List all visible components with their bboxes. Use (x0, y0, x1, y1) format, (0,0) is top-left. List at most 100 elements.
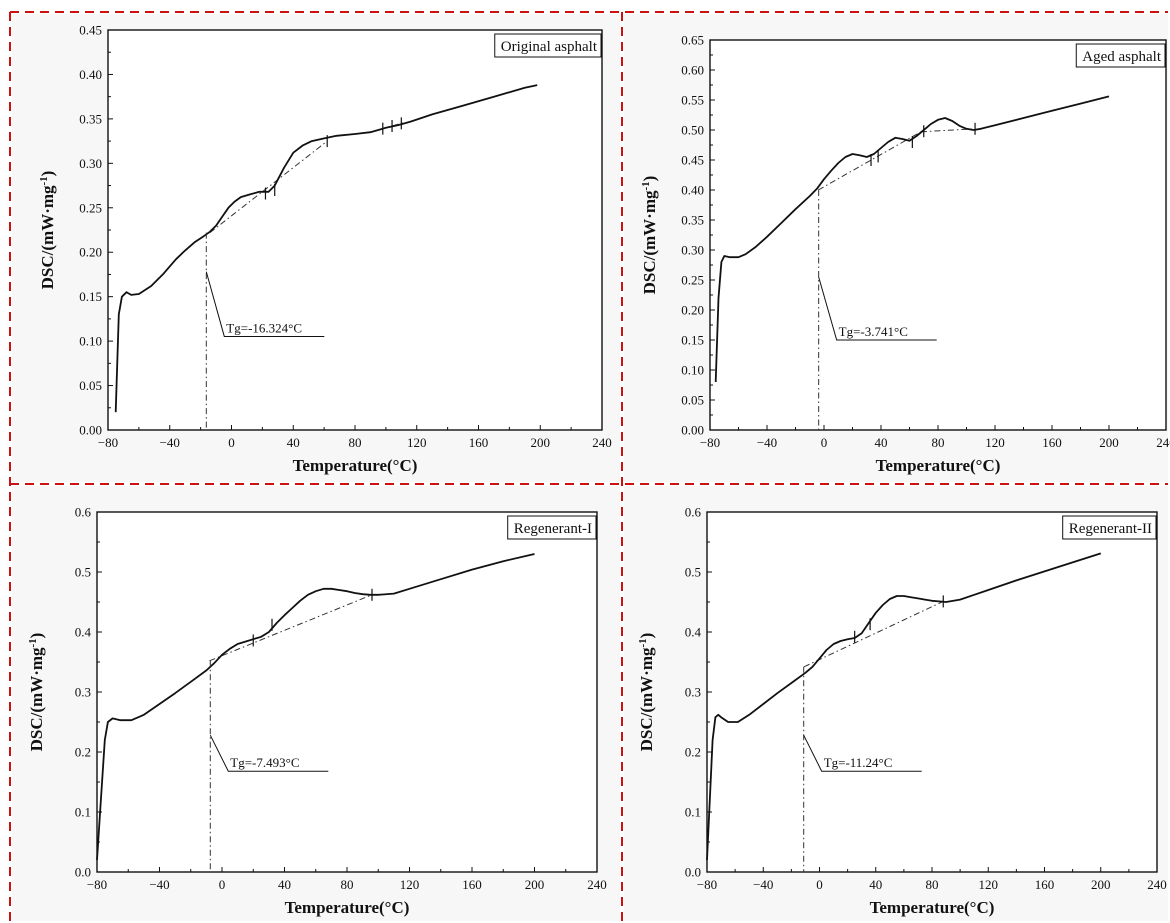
legend: Regenerant-II (1062, 515, 1157, 540)
y-tick-label: 0.20 (681, 303, 704, 318)
legend-box (1062, 515, 1157, 540)
chart-panel-3: −80 −40 0 40 80 120 160 200 240 0.0 0.1 0.2 0.3 0.4 0.… (12, 486, 620, 921)
tg-leader-line (803, 734, 922, 772)
chart-panel-2: −80 −40 0 40 80 120 160 200 240 0.00 0.05 0.10 0.15 0… (624, 14, 1170, 482)
x-tick-label: 120 (407, 435, 427, 450)
dsc-curve (714, 95, 1110, 383)
x-tick-label: −40 (149, 877, 169, 892)
dsc-curve (706, 552, 1102, 861)
y-axis-title: DSC/(mW·mg-1) (38, 171, 57, 290)
x-tick-label: 120 (979, 877, 999, 892)
dsc-curve (96, 553, 535, 861)
y-tick-label: 0.30 (681, 243, 704, 258)
x-tick-label: 200 (1091, 877, 1111, 892)
y-axis-title: DSC/(mW·mg-1) (27, 633, 46, 752)
y-axis-title-main: DSC/(mW·mg (38, 185, 57, 289)
tangent-line (803, 600, 944, 668)
y-tick-label: 0.2 (685, 745, 701, 760)
y-tick-label: 0.20 (79, 245, 102, 260)
y-tick-label: 0.25 (681, 273, 704, 288)
y-axis-title-close: ) (38, 171, 57, 177)
legend: Original asphalt (494, 33, 602, 58)
x-tick-label: 240 (1147, 877, 1167, 892)
x-tick-label: 80 (349, 435, 362, 450)
x-axis-title: Temperature(°C) (285, 898, 410, 917)
tangent-line (818, 131, 922, 191)
tg-leader-line (209, 734, 329, 772)
x-tick-label: 0 (821, 435, 828, 450)
x-tick-label: 40 (869, 877, 882, 892)
y-axis-title-exponent: -1 (27, 638, 39, 647)
tg-label: Tg=-11.24°C (824, 755, 893, 770)
y-axis-title-close: ) (637, 633, 656, 639)
x-tick-label: 40 (875, 435, 888, 450)
y-tick-label: 0.0 (75, 865, 91, 880)
legend-label: Regenerant-II (1069, 521, 1152, 537)
x-tick-label: 240 (1156, 435, 1170, 450)
x-tick-label: 200 (525, 877, 545, 892)
y-tick-label: 0.00 (681, 423, 704, 438)
plot-frame (107, 29, 603, 431)
dsc-curve (114, 84, 538, 413)
y-axis-title-exponent: -1 (38, 176, 50, 185)
x-tick-label: −40 (753, 877, 773, 892)
chart-panels: −80 −40 0 40 80 120 160 200 2400.000.050.100.150… (12, 14, 1170, 921)
tangent-line (209, 140, 328, 234)
y-axis-title-close: ) (640, 176, 659, 182)
y-tick-label: 0.4 (75, 625, 92, 640)
y-tick-label: 0.0 (685, 865, 701, 880)
tg-label: Tg=-16.324°C (226, 320, 302, 335)
tg-label: Tg=-3.741°C (839, 324, 908, 339)
y-tick-label: 0.00 (79, 423, 102, 438)
x-tick-label: −80 (697, 877, 717, 892)
legend: Aged asphalt (1075, 43, 1166, 68)
tg-label: Tg=-7.493°C (230, 755, 299, 770)
y-tick-label: 0.5 (685, 565, 701, 580)
y-tick-label: 0.40 (681, 183, 704, 198)
x-tick-label: 40 (287, 435, 300, 450)
y-tick-label: 0.45 (79, 23, 102, 38)
x-tick-label: 160 (462, 877, 482, 892)
plot-frame (706, 511, 1158, 873)
x-tick-label: −80 (98, 435, 118, 450)
chart-panel-1: −80 −40 0 40 80 120 160 200 240 0.00 0.05 0.10 0.15 0… (12, 14, 620, 482)
x-tick-label: 0 (219, 877, 226, 892)
y-tick-label: 0.65 (681, 33, 704, 48)
x-tick-label: −40 (757, 435, 777, 450)
legend-box (507, 515, 597, 540)
y-axis-title: DSC/(mW·mg-1) (640, 176, 659, 295)
y-axis-title-exponent: -1 (637, 638, 649, 647)
legend-box (1075, 43, 1166, 68)
x-tick-label: 80 (932, 435, 945, 450)
x-tick-label: 80 (926, 877, 939, 892)
y-tick-label: 0.45 (681, 153, 704, 168)
y-axis-title-main: DSC/(mW·mg (27, 647, 46, 751)
x-tick-label: 240 (592, 435, 612, 450)
chart-panel-4: −80 −40 0 40 80 120 160 200 240 0.0 0.1 0.2 0.3 0.4 0.… (624, 486, 1168, 921)
x-axis-title: Temperature(°C) (293, 456, 418, 475)
tangent-line (209, 594, 373, 662)
y-tick-label: 0.25 (79, 200, 102, 215)
y-tick-label: 0.35 (681, 213, 704, 228)
y-axis-title-close: ) (27, 633, 46, 639)
y-tick-label: 0.35 (79, 111, 102, 126)
y-axis-title-main: DSC/(mW·mg (637, 647, 656, 751)
x-axis-title: Temperature(°C) (876, 456, 1001, 475)
y-tick-label: 0.40 (79, 67, 102, 82)
y-tick-label: 0.6 (685, 505, 702, 520)
y-axis-title-exponent: -1 (640, 181, 652, 190)
legend-label: Aged asphalt (1082, 49, 1162, 65)
x-tick-label: −40 (160, 435, 180, 450)
x-tick-label: 80 (341, 877, 354, 892)
y-tick-label: 0.15 (79, 289, 102, 304)
tg-leader-line (205, 271, 325, 337)
y-tick-label: 0.2 (75, 745, 91, 760)
x-tick-label: 0 (816, 877, 823, 892)
tg-leader-line (818, 276, 937, 341)
x-tick-label: 40 (278, 877, 291, 892)
x-tick-label: −80 (87, 877, 107, 892)
x-tick-label: 200 (531, 435, 551, 450)
y-tick-label: 0.10 (79, 334, 102, 349)
legend-box (494, 33, 602, 58)
